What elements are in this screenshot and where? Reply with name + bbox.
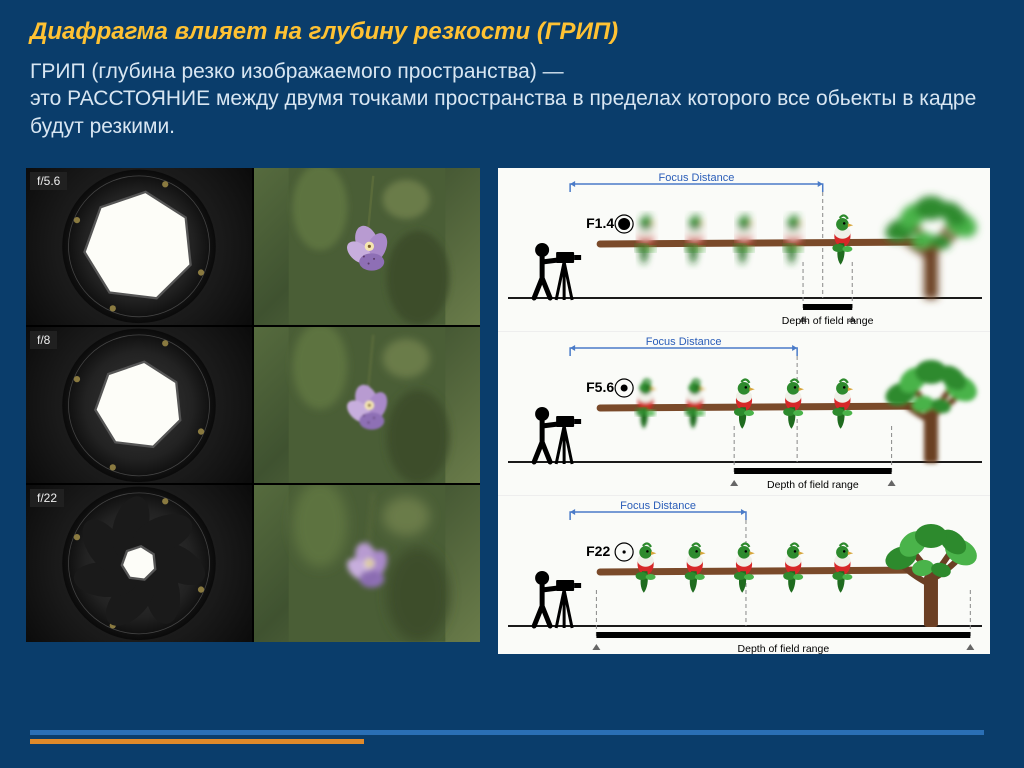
bar-orange <box>30 739 364 744</box>
svg-text:Focus Distance: Focus Distance <box>620 500 696 512</box>
aperture-cell: f/8 <box>26 327 252 484</box>
subtitle-line1: ГРИП (глубина резко изображаемого простр… <box>30 60 564 83</box>
content-area: f/5.6 <box>0 140 1024 642</box>
subtitle-line2: это РАССТОЯНИЕ между двумя точками прост… <box>30 87 976 137</box>
aperture-cell: f/5.6 <box>26 168 252 325</box>
bar-blue <box>30 730 984 735</box>
svg-text:Depth of field range: Depth of field range <box>738 643 830 654</box>
fstop-label: f/22 <box>30 489 64 507</box>
fstop-label: f/8 <box>30 331 57 349</box>
svg-text:Depth of field range: Depth of field range <box>767 479 859 490</box>
aperture-cell: f/22 <box>26 485 252 642</box>
dof-row: Focus Distance <box>498 496 990 659</box>
svg-text:F1.4: F1.4 <box>586 215 614 231</box>
decorative-bars <box>30 730 984 744</box>
svg-text:Focus Distance: Focus Distance <box>659 172 735 184</box>
svg-text:Depth of field range: Depth of field range <box>782 315 874 326</box>
flower-cell <box>254 168 480 325</box>
svg-text:F5.6: F5.6 <box>586 379 614 395</box>
dof-row: Focus Distance <box>498 332 990 496</box>
slide-title: Диафрагма влияет на глубину резкости (ГР… <box>0 0 1024 54</box>
dof-diagram: Focus Distance <box>498 168 990 642</box>
svg-text:F22: F22 <box>586 543 610 559</box>
fstop-label: f/5.6 <box>30 172 67 190</box>
aperture-flower-grid: f/5.6 <box>26 168 480 642</box>
dof-row: Focus Distance <box>498 168 990 332</box>
flower-cell <box>254 485 480 642</box>
flower-cell <box>254 327 480 484</box>
svg-text:Focus Distance: Focus Distance <box>646 336 722 348</box>
slide-subtitle: ГРИП (глубина резко изображаемого простр… <box>0 54 1024 140</box>
